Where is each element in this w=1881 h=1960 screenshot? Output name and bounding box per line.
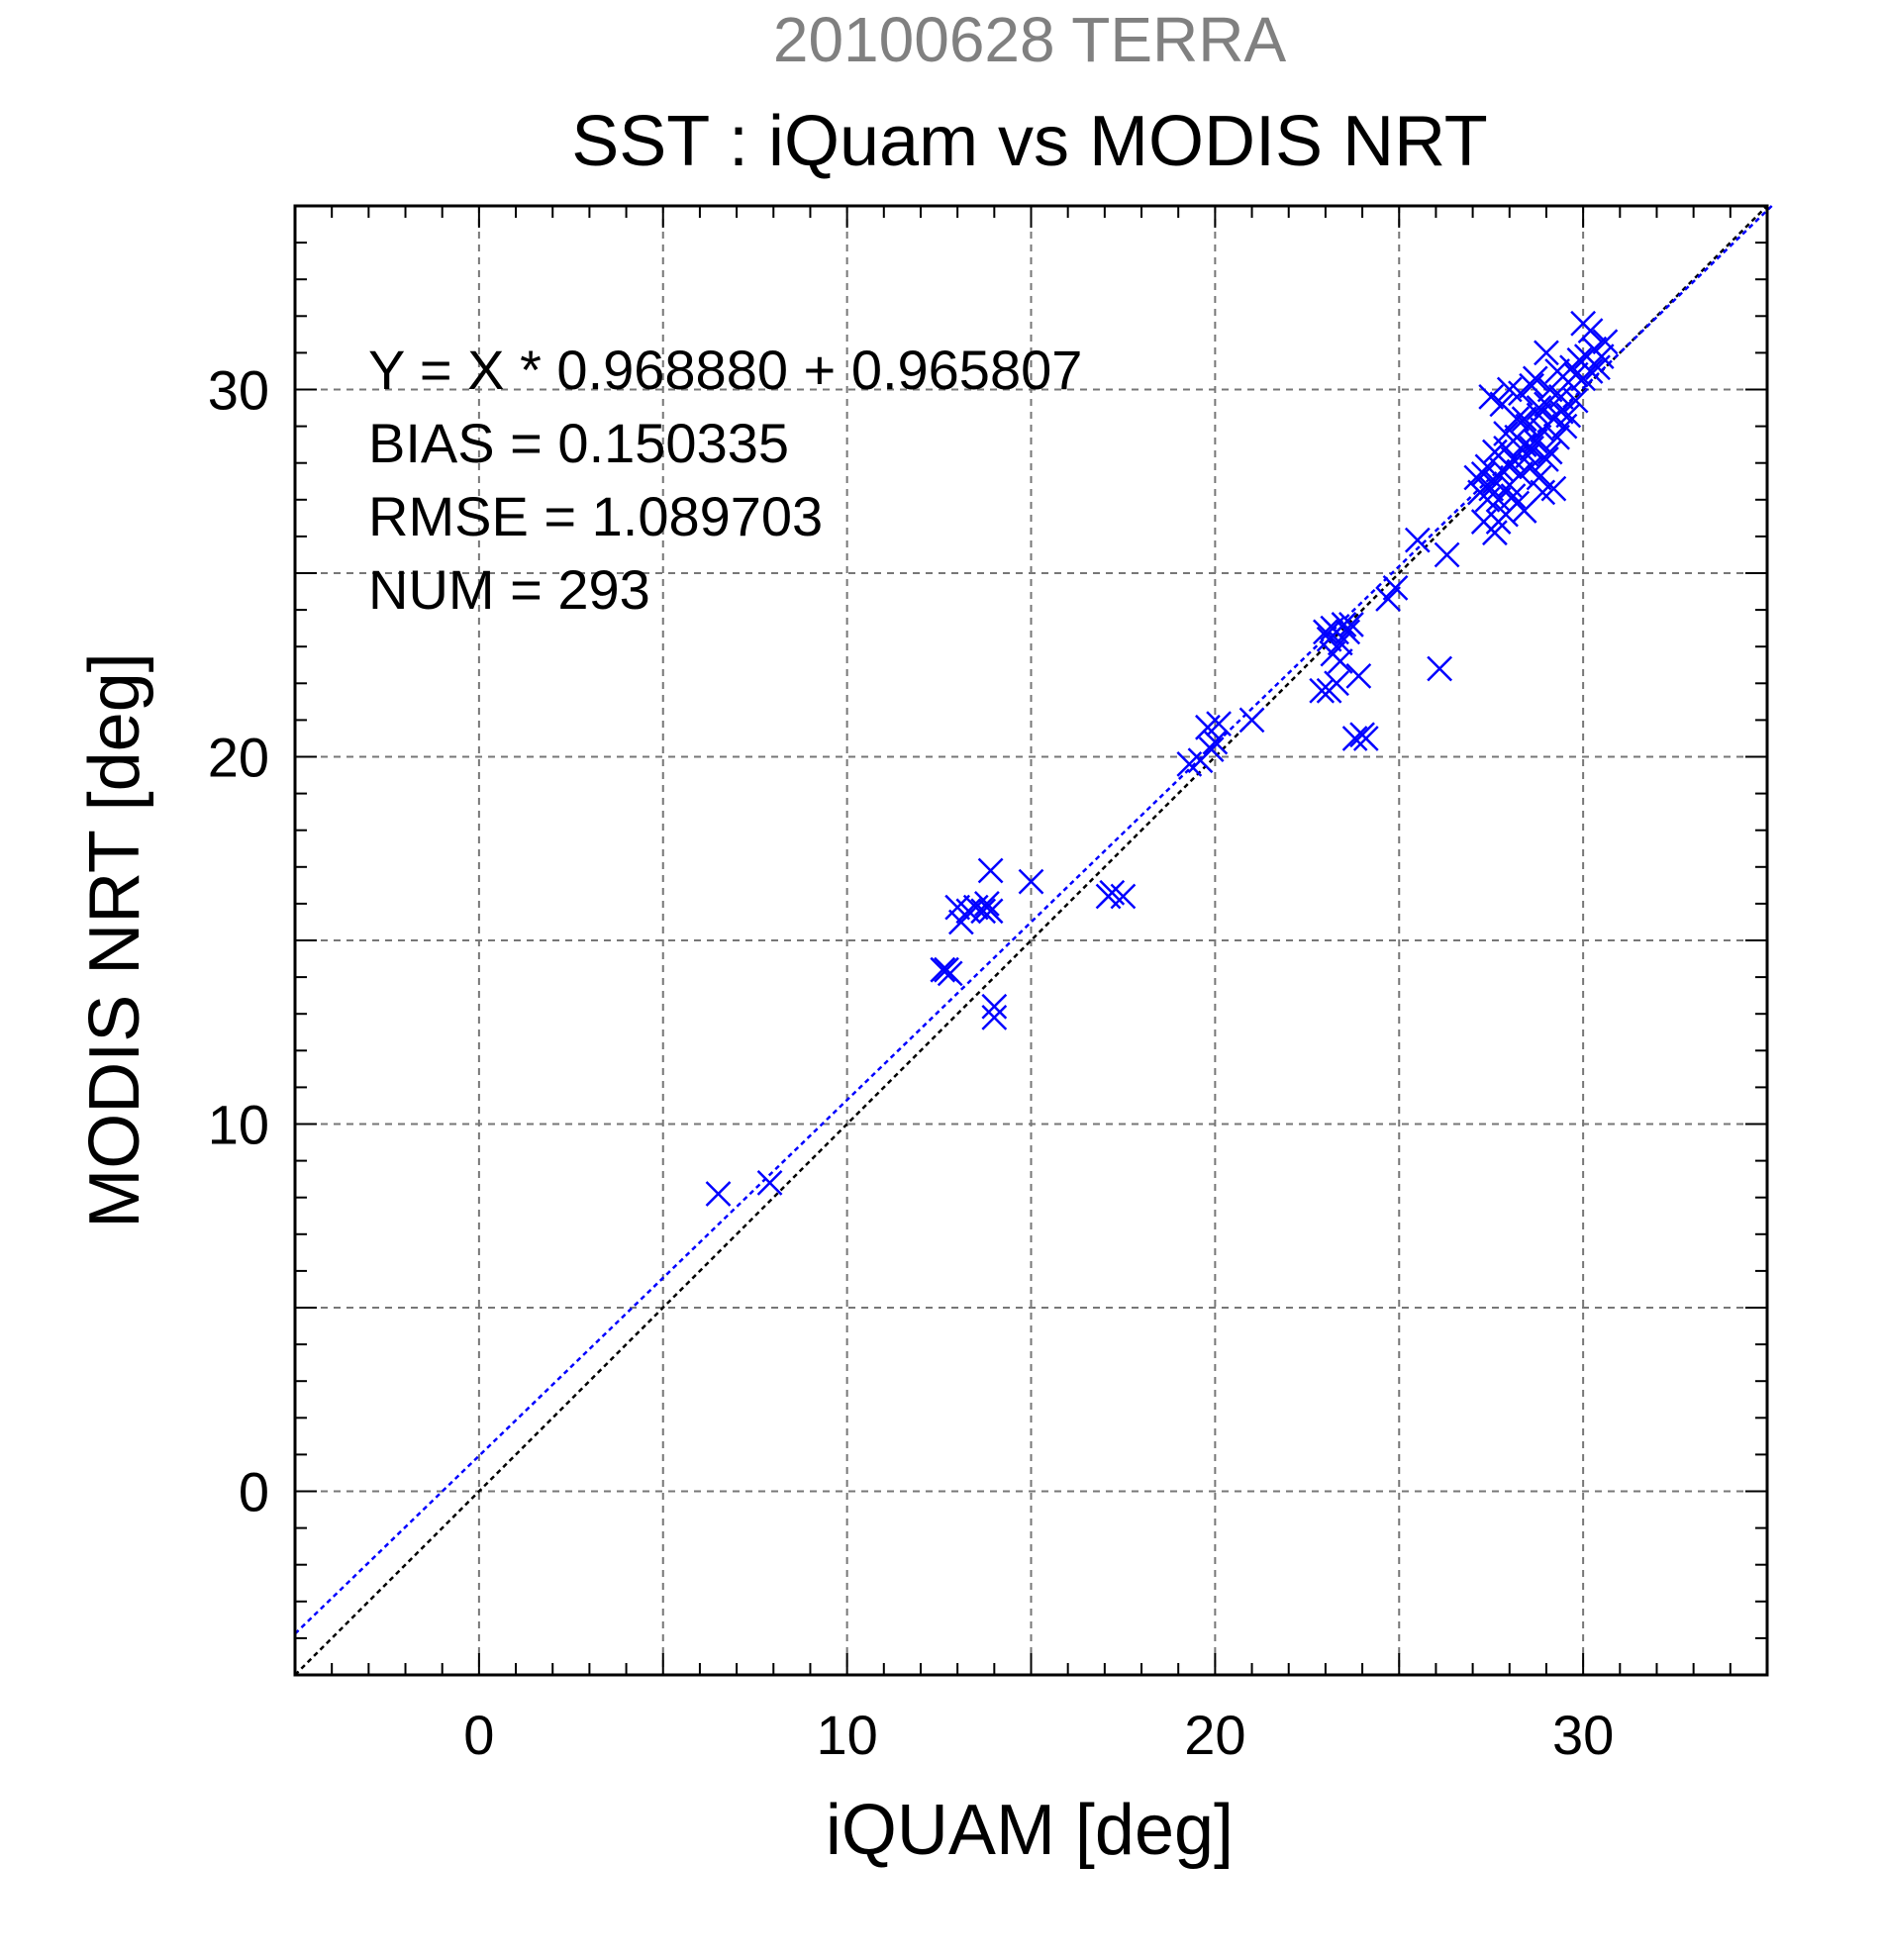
data-point bbox=[1375, 586, 1401, 612]
data-point bbox=[1519, 372, 1544, 399]
data-point bbox=[1198, 736, 1225, 762]
data-point bbox=[1018, 868, 1044, 895]
data-point bbox=[1335, 619, 1361, 645]
data-point bbox=[1345, 662, 1372, 689]
data-point bbox=[937, 960, 963, 987]
data-point bbox=[1547, 398, 1574, 425]
data-point bbox=[974, 891, 1000, 917]
x-tick-label: 30 bbox=[1552, 1704, 1614, 1766]
data-point bbox=[1110, 883, 1137, 910]
tick-labels: 0 10 20 30 0 10 20 30 bbox=[208, 359, 1615, 1767]
data-point bbox=[1592, 329, 1619, 355]
plot-frame bbox=[293, 204, 1769, 1677]
data-point bbox=[1434, 541, 1460, 568]
y-tick-label: 0 bbox=[239, 1461, 269, 1523]
annotation-rmse: RMSE = 1.089703 bbox=[368, 485, 823, 547]
annotation-equation: Y = X * 0.968880 + 0.965807 bbox=[368, 339, 1082, 401]
data-point bbox=[756, 1169, 783, 1196]
data-point bbox=[1500, 483, 1527, 509]
y-tick-label: 20 bbox=[208, 727, 269, 789]
data-points bbox=[705, 310, 1619, 1207]
chart-suptitle: 20100628 TERRA bbox=[773, 4, 1287, 75]
data-point bbox=[1500, 446, 1527, 472]
data-point bbox=[977, 857, 1004, 884]
stats-annotation: Y = X * 0.968880 + 0.965807 BIAS = 0.150… bbox=[368, 339, 1082, 621]
data-point bbox=[1562, 361, 1589, 388]
data-point bbox=[1562, 387, 1589, 414]
data-point bbox=[1470, 460, 1497, 487]
data-point bbox=[1511, 406, 1537, 433]
data-point bbox=[1519, 435, 1544, 461]
data-point bbox=[981, 1005, 1008, 1030]
data-point bbox=[705, 1181, 732, 1207]
data-point bbox=[1352, 726, 1379, 751]
x-tick-label: 0 bbox=[463, 1704, 494, 1766]
data-point bbox=[1526, 395, 1552, 421]
data-point bbox=[1496, 453, 1523, 480]
x-axis-label: iQUAM [deg] bbox=[826, 1791, 1234, 1870]
data-point bbox=[1577, 318, 1604, 344]
data-point bbox=[1474, 486, 1501, 513]
data-point bbox=[1526, 402, 1552, 429]
data-point bbox=[1478, 384, 1505, 410]
grid bbox=[295, 206, 1767, 1675]
data-point bbox=[1338, 612, 1364, 637]
data-point bbox=[1489, 391, 1516, 418]
data-point bbox=[1324, 670, 1349, 697]
data-point bbox=[1485, 509, 1512, 535]
data-point bbox=[1327, 648, 1353, 674]
y-tick-label: 30 bbox=[208, 359, 269, 422]
axis-ticks bbox=[295, 206, 1767, 1675]
data-point bbox=[1238, 707, 1265, 734]
data-point bbox=[1404, 527, 1431, 553]
y-axis-label: MODIS NRT [deg] bbox=[75, 652, 154, 1228]
data-point bbox=[1206, 711, 1232, 736]
data-point bbox=[1534, 340, 1559, 366]
x-tick-label: 10 bbox=[816, 1704, 877, 1766]
data-point bbox=[981, 993, 1008, 1020]
data-point bbox=[930, 956, 956, 983]
data-point bbox=[1331, 612, 1357, 637]
data-point bbox=[1504, 424, 1531, 450]
data-point bbox=[1555, 402, 1582, 429]
data-point bbox=[1526, 464, 1552, 491]
data-point bbox=[1534, 446, 1559, 472]
data-point bbox=[1577, 358, 1604, 384]
data-point bbox=[970, 898, 997, 925]
data-point bbox=[1508, 380, 1534, 407]
chart-title: SST : iQuam vs MODIS NRT bbox=[571, 102, 1488, 181]
data-point bbox=[1341, 726, 1368, 751]
data-point bbox=[1313, 619, 1338, 645]
y-tick-label: 10 bbox=[208, 1094, 269, 1156]
data-point bbox=[1588, 343, 1615, 369]
annotation-num: NUM = 293 bbox=[368, 558, 650, 621]
data-point bbox=[977, 898, 1004, 925]
data-point bbox=[1534, 391, 1559, 418]
x-tick-label: 20 bbox=[1184, 1704, 1245, 1766]
data-point bbox=[1309, 677, 1336, 704]
data-point bbox=[1427, 655, 1453, 682]
data-point bbox=[1544, 424, 1570, 450]
data-point bbox=[1382, 574, 1409, 601]
data-point bbox=[1540, 475, 1567, 502]
annotation-bias: BIAS = 0.150335 bbox=[368, 412, 789, 474]
